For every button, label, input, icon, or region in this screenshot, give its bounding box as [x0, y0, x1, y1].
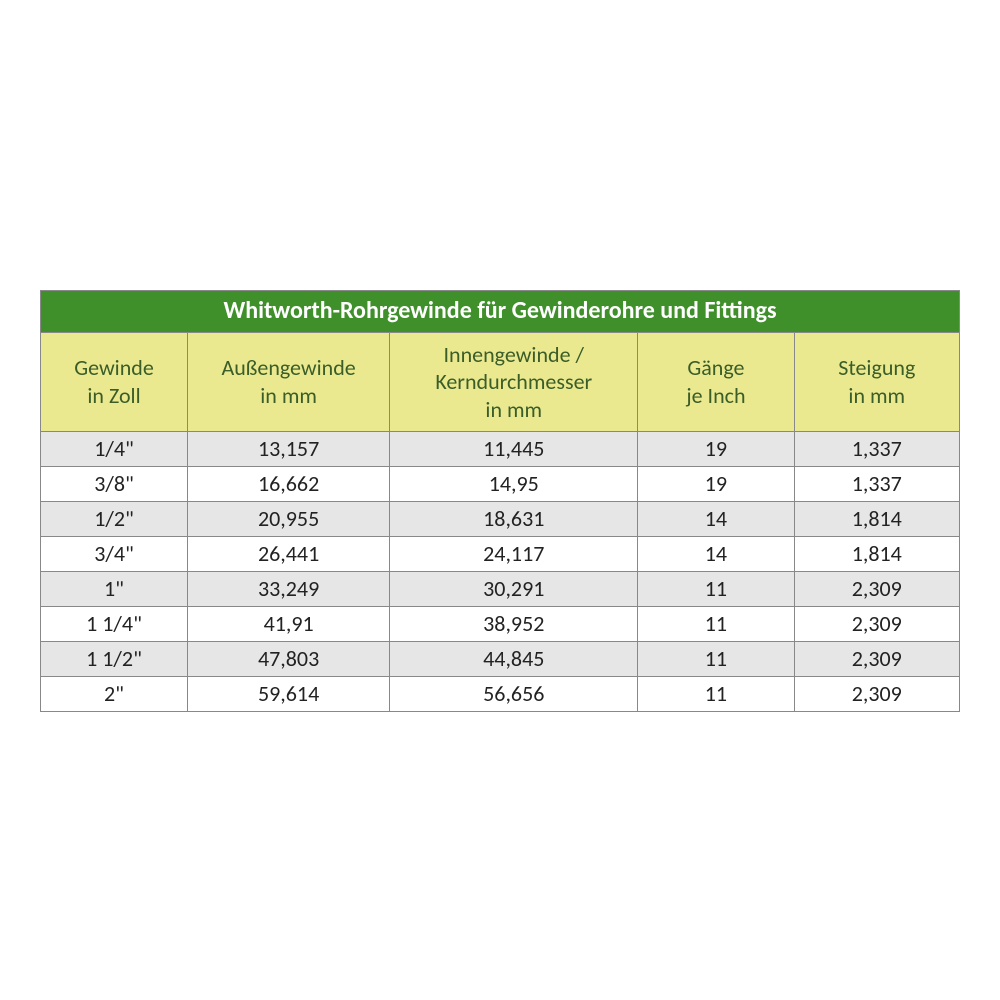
table-body: 1/4" 13,157 11,445 19 1,337 3/8" 16,662 … [41, 431, 960, 711]
cell: 26,441 [188, 536, 390, 571]
col-header-text: in mm [848, 382, 905, 409]
col-header-text: Gewinde [74, 354, 154, 381]
table-row: 1" 33,249 30,291 11 2,309 [41, 571, 960, 606]
cell: 1/2" [41, 501, 188, 536]
cell: 1 1/4" [41, 606, 188, 641]
col-header-text: in mm [485, 396, 542, 423]
table-title: Whitworth-Rohrgewinde für Gewinderohre u… [41, 291, 960, 333]
col-header-gaenge: Gänge je Inch [638, 332, 794, 431]
col-header-text: Außengewinde [221, 354, 355, 381]
cell: 1,814 [794, 501, 959, 536]
table-row: 3/8" 16,662 14,95 19 1,337 [41, 466, 960, 501]
cell: 2,309 [794, 641, 959, 676]
table-row: 3/4" 26,441 24,117 14 1,814 [41, 536, 960, 571]
cell: 30,291 [390, 571, 638, 606]
table-row: 1/4" 13,157 11,445 19 1,337 [41, 431, 960, 466]
cell: 19 [638, 466, 794, 501]
cell: 11,445 [390, 431, 638, 466]
cell: 11 [638, 571, 794, 606]
cell: 3/4" [41, 536, 188, 571]
cell: 14,95 [390, 466, 638, 501]
cell: 13,157 [188, 431, 390, 466]
cell: 41,91 [188, 606, 390, 641]
cell: 2,309 [794, 606, 959, 641]
col-header-text: Innengewinde / [444, 341, 585, 368]
table-row: 2" 59,614 56,656 11 2,309 [41, 676, 960, 711]
table-container: Whitworth-Rohrgewinde für Gewinderohre u… [40, 290, 960, 712]
col-header-text: je Inch [686, 382, 745, 409]
cell: 1/4" [41, 431, 188, 466]
col-header-text: in Zoll [87, 382, 140, 409]
cell: 16,662 [188, 466, 390, 501]
col-header-text: Gänge [687, 354, 744, 381]
table-row: 1 1/4" 41,91 38,952 11 2,309 [41, 606, 960, 641]
cell: 2" [41, 676, 188, 711]
cell: 1,814 [794, 536, 959, 571]
cell: 18,631 [390, 501, 638, 536]
cell: 2,309 [794, 571, 959, 606]
cell: 1" [41, 571, 188, 606]
cell: 11 [638, 641, 794, 676]
col-header-text: in mm [260, 382, 317, 409]
col-header-text: Steigung [838, 354, 915, 381]
cell: 11 [638, 676, 794, 711]
table-header-row: Gewinde in Zoll Außengewinde in mm Innen… [41, 332, 960, 431]
cell: 19 [638, 431, 794, 466]
cell: 11 [638, 606, 794, 641]
cell: 20,955 [188, 501, 390, 536]
cell: 1,337 [794, 431, 959, 466]
col-header-text: Kerndurchmesser [435, 368, 592, 395]
cell: 14 [638, 536, 794, 571]
cell: 59,614 [188, 676, 390, 711]
whitworth-table: Whitworth-Rohrgewinde für Gewinderohre u… [40, 290, 960, 712]
cell: 56,656 [390, 676, 638, 711]
col-header-aussengewinde: Außengewinde in mm [188, 332, 390, 431]
cell: 47,803 [188, 641, 390, 676]
cell: 38,952 [390, 606, 638, 641]
col-header-steigung: Steigung in mm [794, 332, 959, 431]
cell: 1 1/2" [41, 641, 188, 676]
cell: 44,845 [390, 641, 638, 676]
cell: 1,337 [794, 466, 959, 501]
table-row: 1/2" 20,955 18,631 14 1,814 [41, 501, 960, 536]
cell: 24,117 [390, 536, 638, 571]
cell: 33,249 [188, 571, 390, 606]
cell: 2,309 [794, 676, 959, 711]
cell: 3/8" [41, 466, 188, 501]
cell: 14 [638, 501, 794, 536]
col-header-gewinde: Gewinde in Zoll [41, 332, 188, 431]
table-row: 1 1/2" 47,803 44,845 11 2,309 [41, 641, 960, 676]
col-header-innengewinde: Innengewinde / Kerndurchmesser in mm [390, 332, 638, 431]
